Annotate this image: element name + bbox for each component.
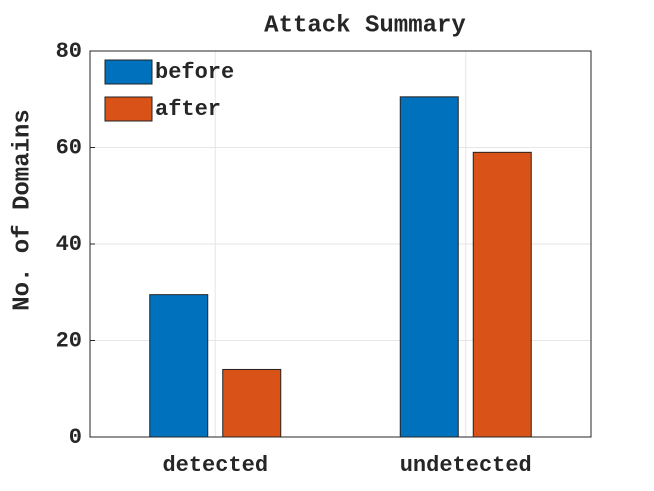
legend-label: before bbox=[155, 60, 234, 85]
y-axis-label: No. of Domains bbox=[9, 109, 36, 311]
x-tick-label: detected bbox=[162, 453, 268, 478]
bar bbox=[472, 151, 532, 438]
y-tick-label: 80 bbox=[56, 39, 82, 64]
bar bbox=[149, 294, 209, 438]
bar bbox=[222, 368, 282, 438]
y-tick-label: 40 bbox=[56, 232, 82, 257]
chart-title: Attack Summary bbox=[264, 12, 466, 39]
bar bbox=[399, 96, 459, 438]
legend-swatch bbox=[104, 96, 153, 122]
legend-swatch bbox=[104, 59, 153, 85]
y-tick-label: 60 bbox=[56, 135, 82, 160]
legend-label: after bbox=[155, 97, 221, 122]
axes-box bbox=[89, 50, 592, 438]
x-tick-label: undetected bbox=[400, 453, 532, 478]
y-tick-label: 0 bbox=[69, 425, 82, 450]
y-tick-label: 20 bbox=[56, 328, 82, 353]
